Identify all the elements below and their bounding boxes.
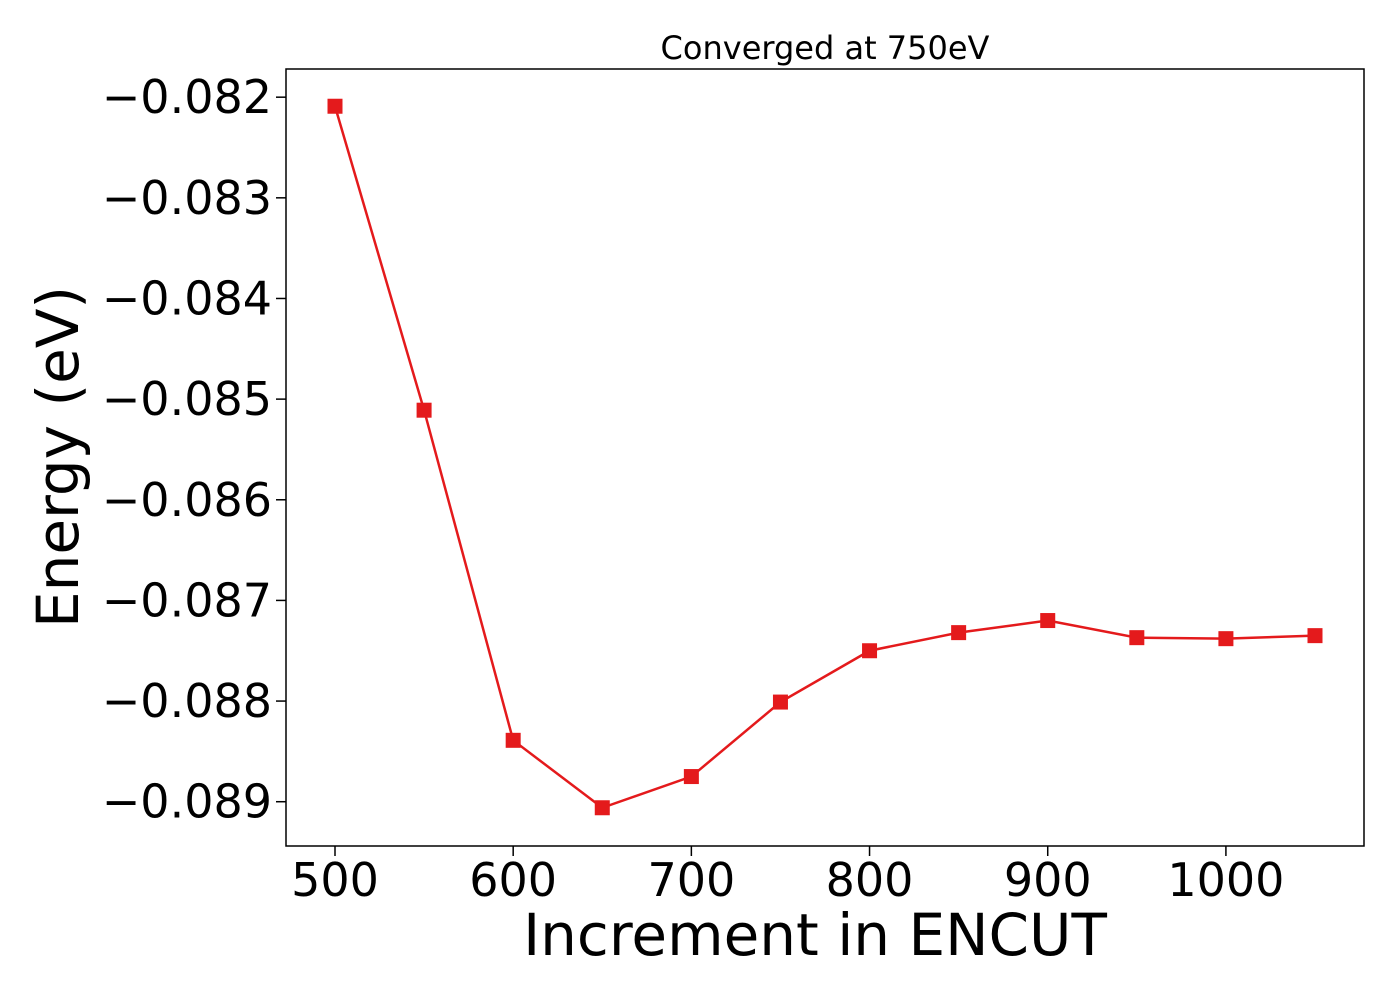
x-tick-label: 500 [291, 853, 379, 907]
y-axis-title: Energy (eV) [24, 286, 92, 628]
data-point-marker [862, 643, 878, 659]
data-point-marker [505, 732, 521, 748]
y-tick-label: −0.083 [102, 171, 272, 225]
data-point-marker [772, 694, 788, 710]
data-point-marker [1129, 630, 1145, 646]
x-tick-label: 800 [826, 853, 914, 907]
y-tick-label: −0.089 [102, 775, 272, 829]
plot-frame [285, 68, 1365, 847]
chart-title: Converged at 750eV [661, 29, 990, 67]
y-tick-label: −0.085 [102, 372, 272, 426]
data-point-marker [1040, 613, 1056, 629]
y-tick-label: −0.088 [102, 674, 272, 728]
x-tick-label: 600 [469, 853, 557, 907]
x-axis: 500 600 700 800 900 1000 [291, 846, 1284, 907]
plot-series [327, 98, 1323, 816]
y-tick-label: −0.082 [102, 70, 272, 124]
series-line [333, 105, 1316, 810]
data-point-marker [1218, 631, 1234, 647]
data-point-marker [683, 769, 699, 785]
x-tick-label: 700 [647, 853, 735, 907]
y-tick-label: −0.087 [102, 573, 272, 627]
x-axis-title: Increment in ENCUT [523, 901, 1107, 969]
data-point-marker [416, 402, 432, 418]
data-point-marker [1307, 628, 1323, 644]
y-tick-label: −0.084 [102, 271, 272, 325]
y-tick-label: −0.086 [102, 473, 272, 527]
data-point-marker [594, 800, 610, 816]
y-axis: −0.082 −0.083 −0.084 −0.085 −0.086 −0.087 −0.0… [102, 70, 286, 829]
data-point-marker [951, 625, 967, 641]
x-tick-label: 1000 [1167, 853, 1284, 907]
data-point-marker [327, 98, 343, 114]
x-tick-label: 900 [1004, 853, 1092, 907]
